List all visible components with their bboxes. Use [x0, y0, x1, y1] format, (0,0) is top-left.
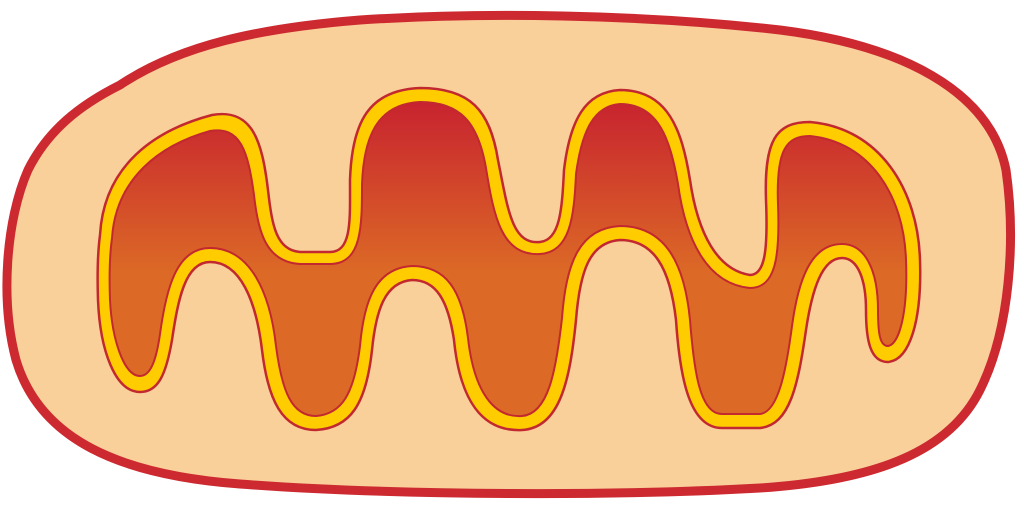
mitochondrial-matrix: [108, 101, 908, 418]
